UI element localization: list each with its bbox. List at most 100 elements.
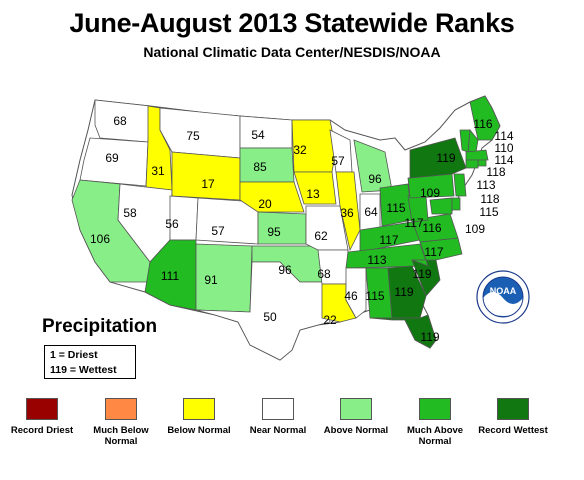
state-rank-in: 64 <box>364 205 378 219</box>
state-rank-vt: 110 <box>494 141 513 155</box>
legend-swatch <box>419 398 451 420</box>
map-title: June-August 2013 Statewide Ranks <box>69 8 515 38</box>
state-rank-id: 31 <box>151 164 165 178</box>
state-sd <box>239 147 295 183</box>
state-rank-wi: 57 <box>331 154 345 168</box>
state-rank-mi: 96 <box>368 172 382 186</box>
state-rank-mn: 32 <box>293 143 307 157</box>
us-precipitation-map: 68 69 106 31 58 75 17 56 111 57 91 54 85 20 95 96 50 32 13… <box>71 95 514 361</box>
rank-key-driest: 1 = Driest <box>50 349 98 361</box>
map-subtitle: National Climatic Data Center/NESDIS/NOA… <box>143 44 441 60</box>
state-rank-oh: 115 <box>386 201 405 215</box>
state-rank-ny: 119 <box>436 151 455 165</box>
state-rank-la: 22 <box>323 313 337 327</box>
state-mt <box>159 107 241 159</box>
state-rank-il: 36 <box>340 206 354 220</box>
state-rank-pa: 109 <box>420 186 440 200</box>
state-rank-sc: 119 <box>412 267 431 281</box>
legend-item: Near Normal <box>243 398 313 437</box>
state-rank-co: 57 <box>211 224 225 238</box>
state-rank-az: 111 <box>161 269 180 283</box>
state-rank-nc: 117 <box>424 245 443 259</box>
state-tx <box>195 261 331 361</box>
legend-swatch <box>183 398 215 420</box>
legend-item: Above Normal <box>321 398 391 437</box>
state-rank-ks: 95 <box>267 225 281 239</box>
state-wy <box>171 151 241 201</box>
legend-item: Record Driest <box>7 398 77 437</box>
state-de <box>451 197 461 211</box>
state-rank-ia: 13 <box>306 187 320 201</box>
state-rank-ut: 56 <box>165 217 179 231</box>
state-rank-ar: 68 <box>317 267 331 281</box>
state-fl <box>369 314 437 349</box>
legend: Record Driest Much Below Normal Below Norm… <box>0 398 584 478</box>
legend-item: Much Below Normal <box>86 398 156 447</box>
noaa-logo-text: NOAA <box>490 286 517 296</box>
state-rank-ne: 20 <box>258 197 272 211</box>
state-nj <box>453 173 467 197</box>
state-rank-nh: 114 <box>494 129 513 143</box>
state-rank-ky: 117 <box>379 233 398 247</box>
state-rank-nd: 54 <box>251 128 265 142</box>
legend-swatch <box>105 398 137 420</box>
legend-label: Record Wettest <box>478 425 548 436</box>
legend-swatch <box>262 398 294 420</box>
legend-swatch <box>340 398 372 420</box>
state-ny <box>409 137 467 179</box>
state-ne <box>239 181 305 213</box>
state-ms <box>345 267 367 319</box>
legend-swatch <box>26 398 58 420</box>
state-rank-nv: 58 <box>123 206 137 220</box>
legend-label: Below Normal <box>167 425 231 436</box>
precipitation-label: Precipitation <box>42 316 158 337</box>
state-rank-nj: 118 <box>480 192 499 206</box>
legend-item: Below Normal <box>164 398 234 437</box>
state-rank-al: 115 <box>365 289 384 303</box>
legend-item: Record Wettest <box>478 398 548 437</box>
state-rank-mt: 75 <box>186 129 200 143</box>
state-rank-or: 69 <box>105 151 119 165</box>
state-rank-md: 109 <box>465 222 485 236</box>
state-ks <box>257 211 307 245</box>
state-ma <box>465 149 489 161</box>
state-rank-ca: 106 <box>90 232 110 246</box>
legend-label: Above Normal <box>323 425 389 436</box>
state-rank-tx: 50 <box>263 310 277 324</box>
state-rank-ct: 113 <box>476 178 495 192</box>
state-ct <box>465 159 479 169</box>
state-rank-tn: 113 <box>367 253 386 267</box>
legend-label: Much Below Normal <box>93 425 149 447</box>
legend-item: Much Above Normal <box>400 398 470 447</box>
state-nd <box>239 115 293 149</box>
state-ga <box>387 265 427 319</box>
state-rank-ms: 46 <box>344 289 358 303</box>
state-ia <box>293 171 337 205</box>
legend-swatch <box>497 398 529 420</box>
state-mn <box>291 119 337 173</box>
state-rank-wy: 17 <box>201 177 215 191</box>
state-ri <box>477 159 487 167</box>
legend-label: Much Above Normal <box>406 425 464 447</box>
state-rank-ri: 118 <box>486 165 505 179</box>
legend-label: Near Normal <box>249 425 307 436</box>
state-rank-wa: 68 <box>113 114 127 128</box>
state-rank-nm: 91 <box>204 273 218 287</box>
legend-label: Record Driest <box>10 425 74 436</box>
noaa-logo: NOAA <box>476 270 530 324</box>
state-rank-ok: 96 <box>278 263 292 277</box>
state-rank-sd: 85 <box>253 160 267 174</box>
state-md <box>429 197 453 215</box>
state-rank-de: 115 <box>479 205 498 219</box>
state-rank-me: 116 <box>473 117 492 131</box>
state-rank-fl: 119 <box>420 330 439 344</box>
state-rank-va: 116 <box>422 221 441 235</box>
state-vt <box>459 129 471 153</box>
state-rank-mo: 62 <box>314 229 328 243</box>
rank-key-wettest: 119 = Wettest <box>50 364 117 376</box>
rank-key: 1 = Driest 119 = Wettest <box>44 345 136 379</box>
state-rank-wv: 117 <box>404 216 423 230</box>
state-va <box>411 213 459 243</box>
state-il <box>335 171 361 252</box>
state-rank-ga: 119 <box>394 285 413 299</box>
